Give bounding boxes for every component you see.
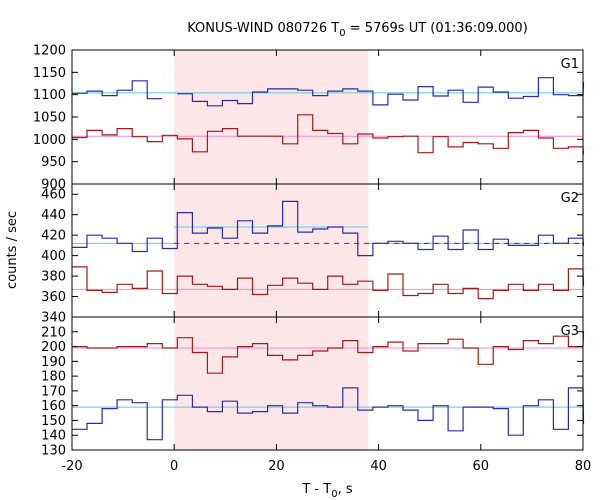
y-tick-label: 1100 — [33, 88, 66, 103]
x-tick-label: 80 — [575, 459, 592, 474]
light-curve-step-g1-0 — [72, 77, 585, 107]
panel-label-g3: G3 — [561, 324, 579, 339]
y-tick-label: 1150 — [33, 66, 66, 81]
y-tick-label: 1000 — [33, 133, 66, 148]
panel-label-g2: G2 — [561, 191, 579, 206]
light-curve-step-g2-1 — [72, 266, 585, 300]
y-tick-label: 900 — [41, 178, 66, 193]
y-tick-label: 460 — [41, 188, 66, 203]
y-tick-label: 340 — [41, 311, 66, 326]
light-curve-step-g3-0 — [72, 331, 585, 374]
panel-label-g1: G1 — [561, 57, 579, 72]
y-tick-label: 140 — [41, 429, 66, 444]
light-curve-step-g2-0 — [72, 200, 585, 257]
y-tick-label: 160 — [41, 399, 66, 414]
burst-interval-shading — [174, 50, 369, 450]
y-tick-label: 210 — [41, 325, 66, 340]
y-tick-label: 380 — [41, 270, 66, 285]
y-tick-label: 170 — [41, 384, 66, 399]
y-tick-label: 190 — [41, 355, 66, 370]
y-tick-label: 360 — [41, 290, 66, 305]
y-tick-label: 130 — [41, 444, 66, 459]
y-tick-label: 1200 — [33, 44, 66, 59]
x-tick-label: -20 — [61, 459, 82, 474]
y-tick-label: 420 — [41, 229, 66, 244]
x-tick-label: 0 — [170, 459, 178, 474]
y-axis-label: counts / sec — [5, 211, 20, 289]
x-axis-label: T - T0, s — [301, 482, 352, 500]
y-tick-label: 1050 — [33, 111, 66, 126]
light-curve-step-g1-1 — [72, 114, 585, 155]
x-tick-label: 40 — [370, 459, 387, 474]
panel-frame-g3 — [71, 316, 584, 451]
x-tick-label: 20 — [268, 459, 285, 474]
y-tick-label: 180 — [41, 370, 66, 385]
chart-labels: 90095010001050110011501200G1340360380400… — [5, 21, 591, 500]
x-tick-label: 60 — [473, 459, 490, 474]
y-tick-label: 950 — [41, 155, 66, 170]
y-tick-label: 150 — [41, 414, 66, 429]
light-curve-step-g3-1 — [72, 387, 585, 441]
y-tick-label: 400 — [41, 249, 66, 264]
y-tick-label: 440 — [41, 208, 66, 223]
y-tick-label: 200 — [41, 340, 66, 355]
burst-interval-band — [174, 50, 369, 450]
chart-title: KONUS-WIND 080726 T0 = 5769s UT (01:36:0… — [187, 21, 528, 39]
axis-ticks — [71, 49, 584, 451]
light-curve-series — [72, 77, 585, 441]
